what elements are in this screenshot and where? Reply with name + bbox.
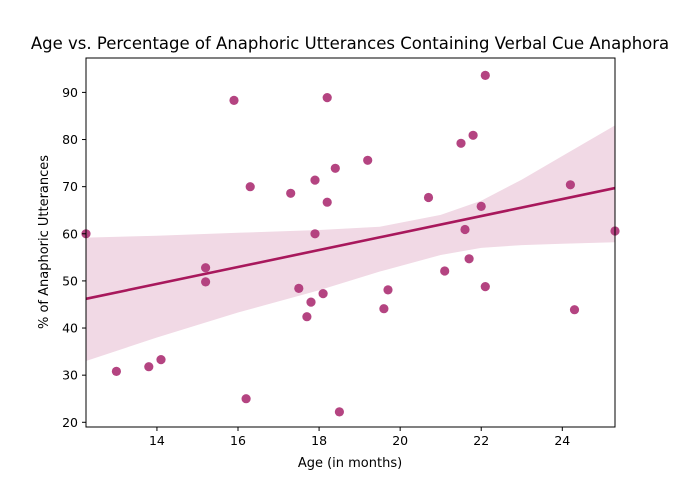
data-point <box>423 192 434 203</box>
x-tick-label: 18 <box>311 433 327 448</box>
data-point <box>310 175 320 185</box>
data-point <box>383 285 393 295</box>
data-point <box>476 201 486 211</box>
data-point <box>156 355 166 365</box>
y-axis-label: % of Anaphoric Utterances <box>37 155 52 329</box>
data-point <box>229 95 239 105</box>
data-point <box>330 163 340 173</box>
data-point <box>334 407 344 417</box>
y-tick-label: 60 <box>62 226 78 241</box>
plot-frame <box>85 57 616 428</box>
data-point <box>310 229 320 239</box>
data-point <box>318 289 328 299</box>
y-tick-label: 80 <box>62 132 78 147</box>
x-tick-label: 24 <box>554 433 570 448</box>
x-axis: 14 16 18 20 22 24 <box>149 427 570 448</box>
data-point <box>241 394 251 404</box>
data-point <box>456 138 466 148</box>
data-point <box>464 254 474 264</box>
x-tick-label: 14 <box>149 433 165 448</box>
y-tick-label: 70 <box>62 179 78 194</box>
y-axis: 20 30 40 50 60 70 80 90 <box>62 85 86 430</box>
data-point <box>363 155 373 165</box>
data-point <box>111 366 121 376</box>
chart-title: Age vs. Percentage of Anaphoric Utteranc… <box>31 34 669 53</box>
data-points <box>81 70 620 417</box>
y-tick-label: 20 <box>62 415 78 430</box>
data-point <box>460 224 470 235</box>
data-point <box>201 277 211 287</box>
x-axis-label: Age (in months) <box>298 456 402 471</box>
plot-area <box>81 57 620 428</box>
data-point <box>569 305 580 315</box>
data-point <box>144 362 154 372</box>
y-tick-label: 30 <box>62 368 78 383</box>
data-point <box>306 297 316 307</box>
data-point <box>322 197 332 207</box>
data-point <box>440 266 450 276</box>
x-tick-label: 20 <box>392 433 408 448</box>
data-point <box>322 93 332 103</box>
data-point <box>286 188 296 198</box>
data-point <box>245 182 255 192</box>
x-tick-label: 16 <box>230 433 246 448</box>
x-tick-label: 22 <box>473 433 489 448</box>
data-point <box>480 282 490 292</box>
data-point <box>294 283 304 293</box>
data-point <box>480 70 490 80</box>
data-point <box>468 130 478 140</box>
y-tick-label: 50 <box>62 273 78 288</box>
data-point <box>302 312 312 322</box>
y-tick-label: 40 <box>62 321 78 336</box>
regression-line <box>85 186 616 301</box>
data-point <box>379 304 389 314</box>
y-tick-label: 90 <box>62 85 78 100</box>
data-point <box>201 263 211 273</box>
data-point <box>565 180 576 190</box>
